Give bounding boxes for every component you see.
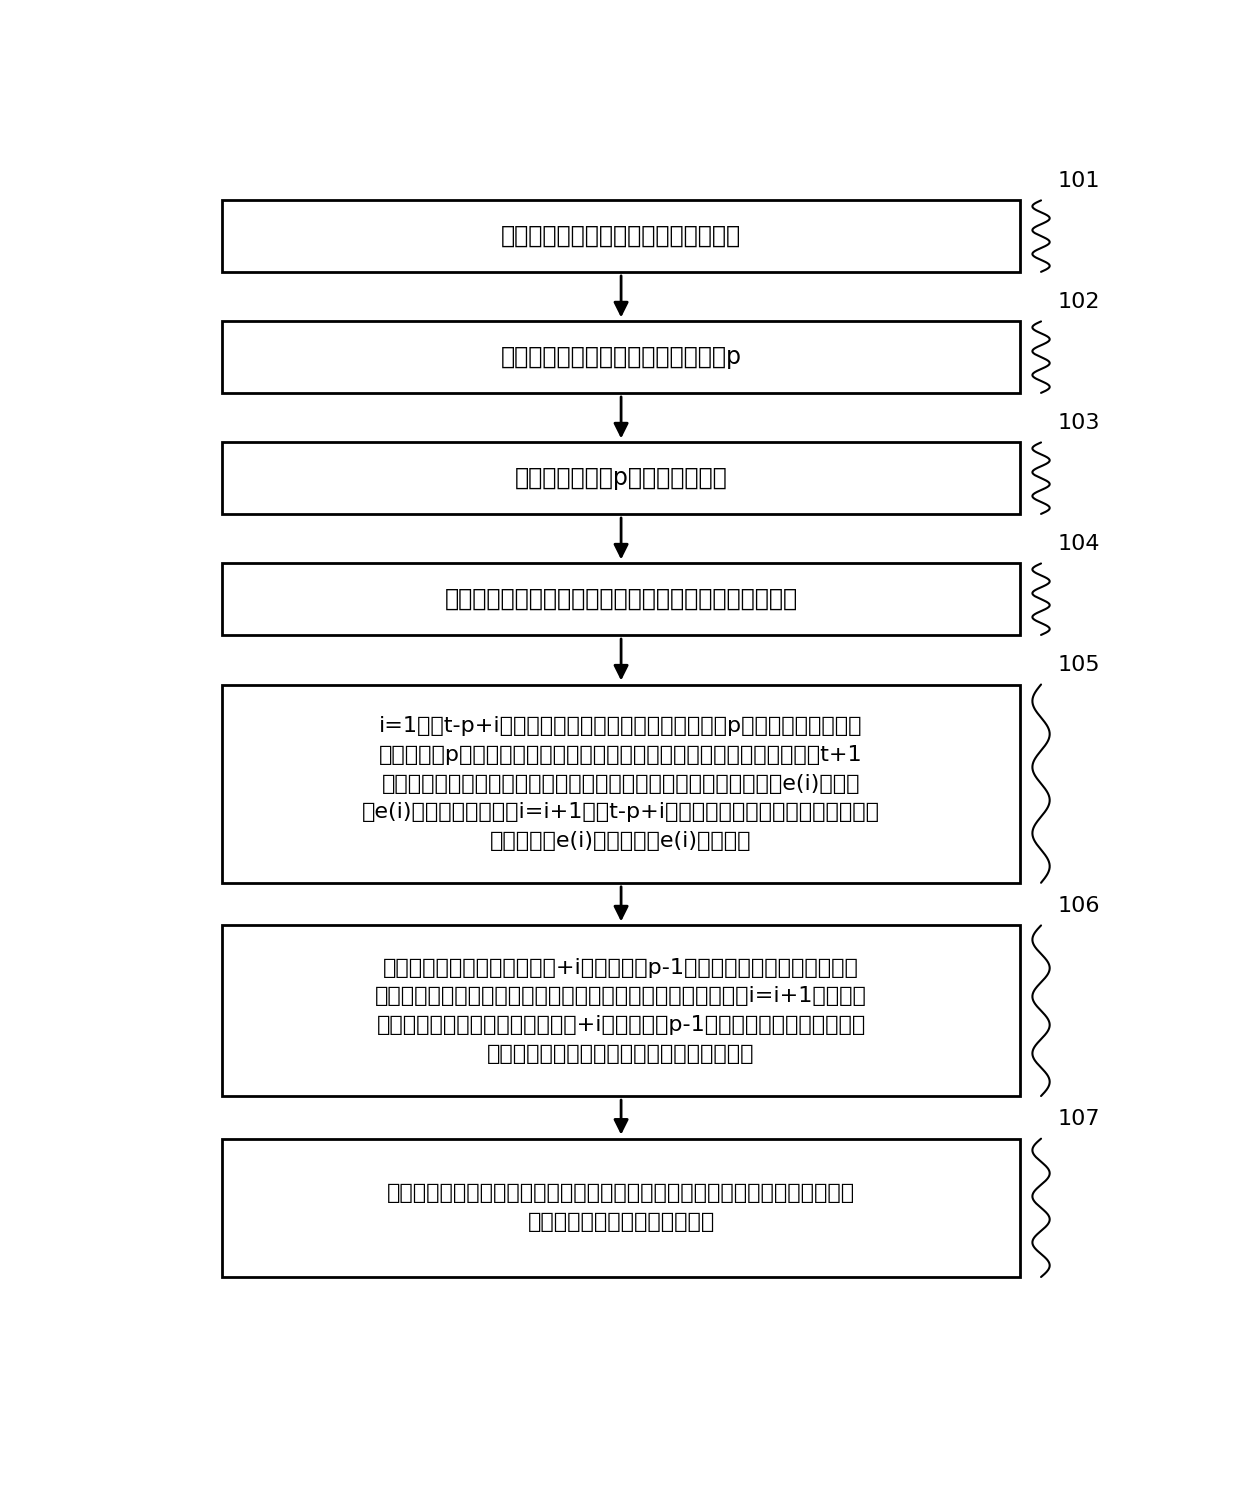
Text: 105: 105 [1058, 656, 1100, 675]
Text: 根据所述阶次数p选择自回归模型: 根据所述阶次数p选择自回归模型 [515, 466, 728, 490]
Text: 104: 104 [1058, 534, 1100, 554]
Bar [222, 684, 1019, 883]
Text: 根据传感器信息采样数据确定阶次数p: 根据传感器信息采样数据确定阶次数p [501, 346, 742, 370]
Text: 103: 103 [1058, 413, 1100, 433]
Text: 101: 101 [1058, 171, 1100, 192]
Text: 107: 107 [1058, 1109, 1100, 1129]
Text: 对热力系统的传感器信息数据进行采样: 对热力系统的传感器信息数据进行采样 [501, 225, 742, 249]
Text: 将当前预测数据、以当前时刻+i为始发点前p-1个连续时刻对应数据组成训练
数据，分别经至少两个自回归模型获得对应残差，记录下来，且i=i+1；继续将
最新获得的: 将当前预测数据、以当前时刻+i为始发点前p-1个连续时刻对应数据组成训练 数据，… [376, 958, 867, 1064]
Text: 确定自回归模型中的参数，同时确定自回归模型的表达式: 确定自回归模型中的参数，同时确定自回归模型的表达式 [444, 587, 797, 611]
Bar [222, 1139, 1019, 1277]
Text: 106: 106 [1058, 897, 1100, 916]
Bar [222, 443, 1019, 513]
Text: 对获得的残差序列进行分析，当所有残差序列均表现出可能出现为某种故障类型
时，则判断传感器发生该类故障: 对获得的残差序列进行分析，当所有残差序列均表现出可能出现为某种故障类型 时，则判… [387, 1184, 856, 1232]
Bar [222, 563, 1019, 635]
Bar [222, 201, 1019, 272]
Bar [222, 925, 1019, 1096]
Text: 102: 102 [1058, 292, 1100, 313]
Text: i=1，以t-p+i为初始时间节点，时间序列窗口长度为p，对传感器信息数据
采样得到的p个实际测量数据作为自回归模型的输入，经自回归模型输出第t+1
时刻的预测: i=1，以t-p+i为初始时间节点，时间序列窗口长度为p，对传感器信息数据 采样… [362, 716, 880, 852]
Bar [222, 322, 1019, 392]
